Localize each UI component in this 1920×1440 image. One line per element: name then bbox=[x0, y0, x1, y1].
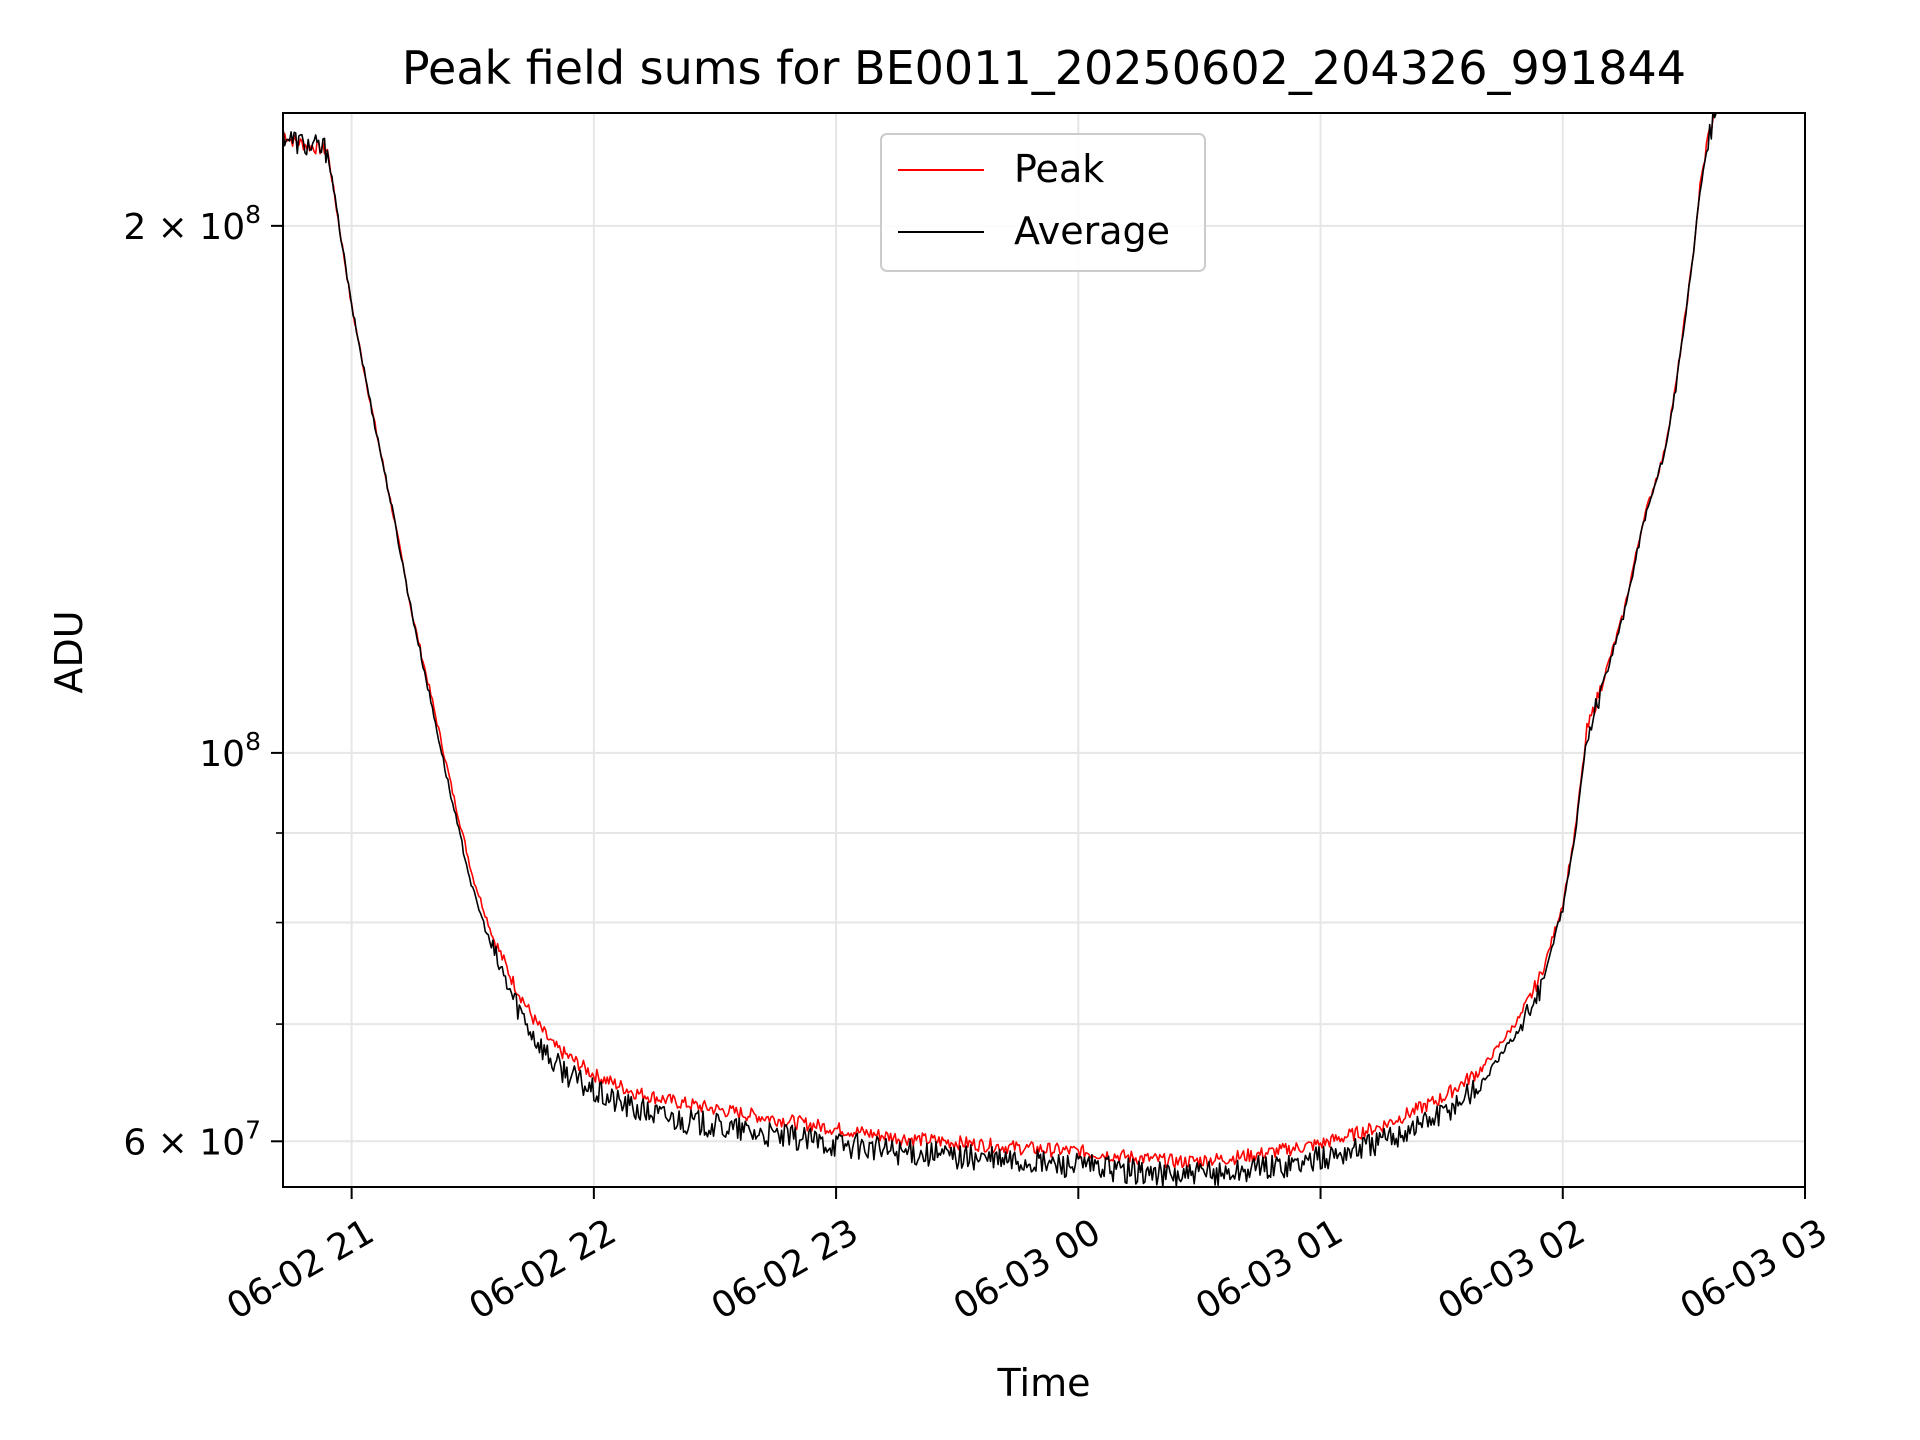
series-layer bbox=[283, 113, 1717, 1187]
x-axis-label: Time bbox=[997, 1361, 1091, 1405]
legend-peak-label: Peak bbox=[1014, 147, 1104, 191]
grid-lines bbox=[283, 113, 1805, 1187]
plot-frame bbox=[282, 112, 1806, 1188]
y-tick-label: 6 × 107 bbox=[123, 1115, 261, 1163]
legend-box bbox=[880, 133, 1206, 272]
y-axis-label: ADU bbox=[47, 610, 91, 693]
legend-average-label: Average bbox=[1014, 209, 1170, 253]
chart-title: Peak field sums for BE0011_20250602_2043… bbox=[402, 41, 1686, 95]
legend: Peak Average bbox=[880, 133, 1206, 272]
y-tick-label: 108 bbox=[199, 727, 261, 775]
series-line-peak bbox=[283, 113, 1717, 1169]
y-axis-ticks: 2 × 108 108 6 × 107 bbox=[123, 200, 283, 1163]
series-line-average bbox=[283, 113, 1717, 1187]
y-tick-label: 2 × 108 bbox=[123, 200, 261, 248]
